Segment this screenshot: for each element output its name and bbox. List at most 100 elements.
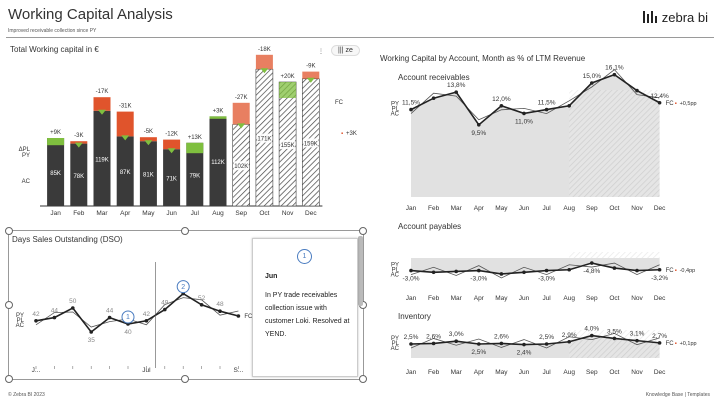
inv-point-label: 2,6%: [494, 333, 509, 340]
comment-title: Jun: [265, 273, 278, 280]
bar-value-label: 119K: [95, 157, 109, 163]
ap-point-label: -3,2%: [651, 275, 668, 282]
bar-value-label: 78K: [73, 174, 84, 180]
resize-handle[interactable]: [359, 227, 367, 235]
inv-x-tick-label: Dec: [654, 369, 666, 376]
inv-point: [409, 342, 413, 346]
footer-links[interactable]: Knowledge Base | Templates: [645, 392, 710, 398]
ap-x-tick-label: May: [495, 295, 508, 302]
bar-label-bg: [233, 161, 249, 171]
ap-point-label: -3,0%: [403, 276, 420, 283]
inv-point-label: 4,0%: [584, 326, 599, 333]
row-label-py: PY: [22, 153, 30, 159]
ar-point: [544, 107, 549, 112]
variance-label: +9K: [50, 130, 61, 136]
total-delta-label: +3K: [346, 131, 357, 137]
inv-point: [431, 341, 436, 346]
inv-forecast-hatch: [569, 330, 660, 358]
dso-point-label: 44: [106, 308, 114, 315]
resize-handle[interactable]: [5, 375, 13, 383]
x-tick-label: Jan: [50, 210, 61, 217]
scrollbar[interactable]: [358, 236, 363, 306]
ap-point: [567, 267, 571, 272]
resize-handle[interactable]: [5, 227, 13, 235]
inv-point: [612, 336, 617, 341]
inv-point: [499, 341, 504, 346]
ar-point: [409, 107, 413, 112]
dso-x-tick-label: S...: [234, 367, 244, 374]
dso-label-py: PY: [16, 313, 24, 319]
more-options-icon[interactable]: ⋮: [318, 49, 324, 55]
ar-point: [657, 100, 662, 105]
bar-value-label: 71K: [166, 177, 177, 183]
dso-point: [107, 315, 112, 320]
ap-x-tick-label: Nov: [631, 295, 643, 302]
inv-point: [657, 341, 662, 345]
dso-chart-frame[interactable]: [5, 227, 367, 383]
dso-point: [144, 319, 149, 323]
ar-x-tick-label: Aug: [563, 205, 575, 212]
ar-point: [612, 72, 617, 77]
ar-x-tick-label: Feb: [428, 205, 440, 212]
comment-card: 1 Jun In PY trade receivables collection…: [252, 238, 358, 377]
ar-point-label: 12,0%: [492, 96, 511, 103]
inv-x-tick-label: Aug: [563, 369, 575, 376]
x-tick-label: Jul: [191, 210, 200, 217]
ap-point: [612, 266, 617, 270]
bar-value-label: 85K: [50, 171, 61, 177]
ap-label-ac: AC: [391, 273, 400, 279]
ar-ac-line: [410, 73, 660, 126]
variance-label: -31K: [119, 104, 132, 110]
dso-point: [199, 303, 204, 307]
variance-label: +20K: [281, 74, 295, 80]
x-tick-label: Feb: [73, 210, 85, 217]
variance-label: -9K: [306, 64, 315, 70]
ap-label-pl: PL: [392, 268, 400, 274]
resize-handle[interactable]: [181, 227, 189, 235]
variance-arrow-icon: [167, 148, 176, 154]
ap-ac-line: [410, 262, 660, 275]
ap-point: [454, 269, 459, 274]
ar-point-label: 16,1%: [605, 65, 624, 72]
logo-text: zebra bi: [661, 9, 708, 25]
ar-point-label: 15,0%: [583, 73, 602, 80]
dso-point-label: 40: [124, 329, 132, 336]
dso-point-label: 48: [216, 301, 224, 308]
resize-handle[interactable]: [5, 301, 13, 309]
ap-point-label: -4,8%: [583, 268, 600, 275]
dso-x-tick-label: Jul: [142, 367, 151, 374]
inv-label-py: PY: [391, 336, 399, 342]
inv-point: [544, 342, 549, 346]
inv-x-tick-label: Jan: [406, 369, 417, 376]
ar-x-tick-label: Mar: [451, 205, 463, 212]
ap-x-tick-label: Sep: [586, 295, 598, 302]
zebra-bi-button[interactable]: ||| ze: [331, 45, 360, 56]
dso-point: [89, 330, 93, 334]
ap-x-tick-label: Feb: [428, 295, 440, 302]
inv-point-label: 2,9%: [562, 332, 577, 339]
bar-ac: [186, 142, 204, 206]
bar-ac: [93, 110, 111, 206]
ar-x-tick-label: Jun: [519, 205, 530, 212]
variance-label: -3K: [74, 133, 83, 139]
inv-x-tick-label: May: [495, 369, 508, 376]
variance-bar: [163, 139, 181, 150]
inv-end-label: +0,1pp: [680, 341, 697, 347]
comment-number-badge: 1: [297, 249, 312, 264]
dso-point-label: 35: [88, 337, 96, 344]
zebra-logo-icon: [642, 11, 657, 23]
ap-x-tick-label: Jun: [519, 295, 530, 302]
resize-handle[interactable]: [181, 375, 189, 383]
ap-x-tick-label: Dec: [654, 295, 666, 302]
inventory-subtitle: Inventory: [398, 312, 431, 321]
variance-arrow-icon: [306, 77, 315, 83]
ar-x-tick-label: Jan: [406, 205, 417, 212]
dso-ac-line: [35, 292, 239, 334]
page-subtitle: Improved receivable collection since PY: [8, 28, 97, 34]
inv-end-marker: ▪: [675, 341, 677, 347]
resize-handle[interactable]: [359, 375, 367, 383]
ar-point-label: 11,5%: [402, 100, 420, 107]
inv-label-pl: PL: [392, 341, 400, 347]
variance-label: -5K: [144, 129, 153, 135]
